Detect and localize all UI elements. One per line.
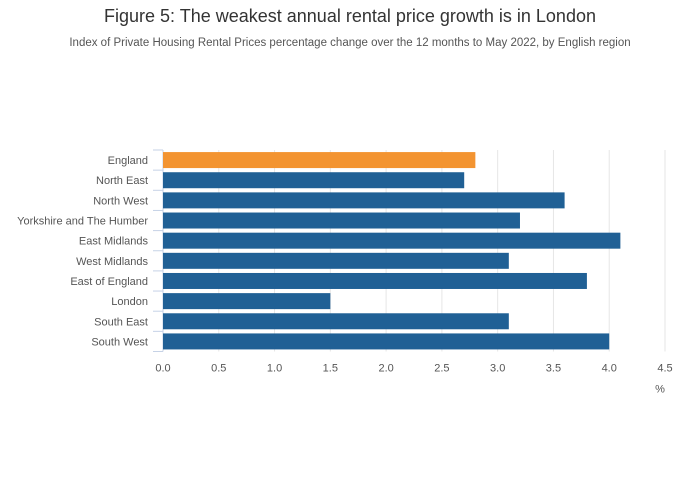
chart-title: Figure 5: The weakest annual rental pric… — [104, 6, 596, 26]
y-category-label: South East — [94, 316, 148, 328]
x-tick-label: 3.0 — [490, 363, 505, 375]
bar-north-east — [163, 172, 465, 189]
x-tick-label: 0.5 — [211, 363, 226, 375]
bar-east-of-england — [163, 272, 587, 289]
bar-england — [163, 152, 476, 169]
x-tick-label: 4.0 — [602, 363, 617, 375]
y-category-label: South West — [91, 336, 148, 348]
x-tick-label: 2.0 — [378, 363, 393, 375]
y-category-label: London — [111, 296, 148, 308]
y-category-label: West Midlands — [76, 256, 148, 268]
y-category-label: East Midlands — [79, 236, 149, 248]
bar-west-midlands — [163, 252, 509, 269]
bar-south-east — [163, 313, 509, 330]
x-axis-label: % — [655, 384, 665, 396]
y-category-label: England — [108, 155, 148, 167]
y-category-label: North West — [93, 195, 148, 207]
bar-north-west — [163, 192, 565, 209]
y-category-label: East of England — [70, 276, 148, 288]
y-category-label: Yorkshire and The Humber — [17, 216, 148, 228]
bar-east-midlands — [163, 232, 621, 249]
bar-yorkshire-and-the-humber — [163, 212, 520, 229]
y-category-label: North East — [96, 175, 148, 187]
x-tick-label: 0.0 — [155, 363, 170, 375]
x-tick-label: 2.5 — [434, 363, 449, 375]
bar-london — [163, 293, 331, 310]
x-tick-label: 3.5 — [546, 363, 561, 375]
x-tick-label: 1.0 — [267, 363, 282, 375]
x-tick-label: 4.5 — [657, 363, 672, 375]
bar-south-west — [163, 333, 610, 350]
chart-subtitle: Index of Private Housing Rental Prices p… — [69, 37, 631, 49]
x-tick-label: 1.5 — [323, 363, 338, 375]
